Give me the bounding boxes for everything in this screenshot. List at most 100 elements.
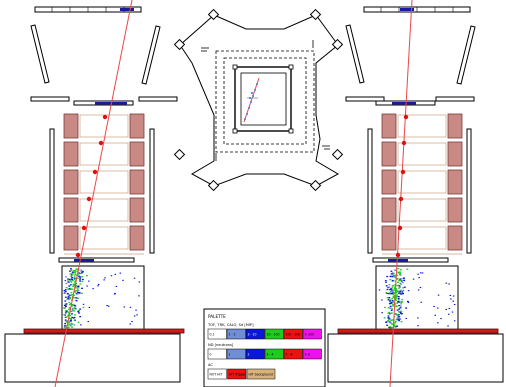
shower-hit: [418, 289, 420, 290]
shower-hit: [70, 268, 72, 269]
shower-hit: [65, 312, 67, 313]
palette-swatch-label: 10 - 100: [267, 332, 280, 336]
shower-hit: [400, 290, 402, 291]
shower-hit: [391, 308, 393, 309]
shower-hit: [71, 313, 73, 314]
shower-hit: [397, 314, 399, 315]
shower-hit: [80, 283, 82, 284]
top-view-dashed-outer: [216, 51, 314, 152]
shower-hit: [138, 295, 140, 296]
shower-hit: [400, 283, 402, 284]
top-view-tracker-frame: [235, 67, 291, 131]
calo-block-left: [382, 114, 396, 138]
palette-row-label: TOF, TRK, CALO, Sd [MIP]: [207, 323, 254, 327]
shower-hit: [435, 315, 437, 316]
shower-hit: [77, 278, 79, 279]
shower-hit: [70, 320, 72, 321]
shower-hit: [114, 293, 116, 294]
shower-hit: [394, 326, 396, 327]
shower-hit: [452, 312, 454, 313]
shower-hit: [389, 279, 391, 280]
shower-hit: [74, 310, 76, 311]
shower-hit: [71, 277, 73, 278]
shower-hit: [63, 314, 65, 315]
right-lower-box: [328, 334, 503, 382]
shower-hit: [404, 287, 406, 288]
shower-hit: [391, 302, 393, 303]
shower-hit: [139, 281, 141, 282]
shower-hit: [136, 314, 138, 315]
shower-hit: [440, 318, 442, 319]
left-calorimeter: [64, 114, 144, 254]
calo-block-left: [382, 170, 396, 194]
left-s3-hit: [74, 259, 94, 261]
track-hit-point: [398, 226, 402, 230]
top-view-hit: [244, 118, 246, 120]
shower-hit: [433, 306, 435, 307]
top-view-hit: [251, 92, 253, 94]
shower-hit: [98, 284, 100, 285]
calo-block-right: [448, 226, 462, 250]
shower-hit: [66, 311, 68, 312]
calo-block-left: [64, 170, 78, 194]
shower-hit: [387, 297, 389, 298]
shower-hit: [64, 323, 66, 324]
shower-hit: [450, 298, 452, 299]
shower-hit: [68, 296, 70, 297]
left-outer-wall-left: [31, 25, 49, 83]
track-hit-point: [396, 253, 400, 257]
right-calo-side-bar-left: [368, 129, 372, 253]
shower-hit: [396, 305, 398, 306]
shower-hit: [402, 287, 404, 288]
top-view-hit: [250, 101, 252, 103]
palette-swatch-label: 1 - 3: [229, 332, 236, 336]
shower-hit: [68, 299, 70, 300]
shower-hit: [448, 283, 450, 284]
shower-hit: [396, 319, 398, 320]
shower-hit: [65, 317, 67, 318]
shower-hit: [74, 279, 76, 280]
palette-swatch-label: 5 - 8: [286, 352, 293, 356]
right-calo-side-bar-right: [467, 129, 471, 253]
shower-hit: [400, 303, 402, 304]
shower-hit: [398, 305, 400, 306]
calo-block-left: [64, 226, 78, 250]
shower-hit: [72, 280, 74, 281]
right-s2-right-paddle: [436, 97, 474, 101]
shower-hit: [390, 288, 392, 289]
shower-hit: [70, 324, 72, 325]
shower-hit: [398, 299, 400, 300]
shower-hit: [83, 304, 85, 305]
calo-block-left: [64, 114, 78, 138]
left-calo-side-bar-right: [150, 129, 154, 253]
shower-hit: [398, 296, 400, 297]
shower-hit: [386, 325, 388, 326]
shower-hit: [448, 314, 450, 315]
shower-hit: [77, 311, 79, 312]
palette-title: PALETTE: [208, 314, 226, 319]
calo-block-right: [130, 114, 144, 138]
shower-hit: [387, 320, 389, 321]
shower-hit: [71, 292, 73, 293]
shower-hit: [381, 299, 383, 300]
shower-hit: [396, 326, 398, 327]
shower-hit: [399, 291, 401, 292]
shower-hit: [398, 291, 400, 292]
shower-hit: [73, 324, 75, 325]
shower-hit: [449, 308, 451, 309]
shower-hit: [389, 301, 391, 302]
shower-hit: [64, 325, 66, 326]
palette-row-label: ND [neutrons]: [208, 343, 234, 347]
shower-hit: [81, 288, 83, 289]
calo-block-left: [64, 198, 78, 222]
shower-hit: [79, 292, 81, 293]
shower-hit: [72, 279, 74, 280]
shower-hit: [130, 307, 132, 308]
shower-hit: [67, 281, 69, 282]
shower-hit: [437, 322, 439, 323]
calo-block-right: [448, 170, 462, 194]
calo-plane: [80, 199, 128, 221]
shower-hit: [398, 311, 400, 312]
top-view-hit: [252, 95, 254, 97]
palette-swatch-label: 2: [248, 352, 250, 356]
